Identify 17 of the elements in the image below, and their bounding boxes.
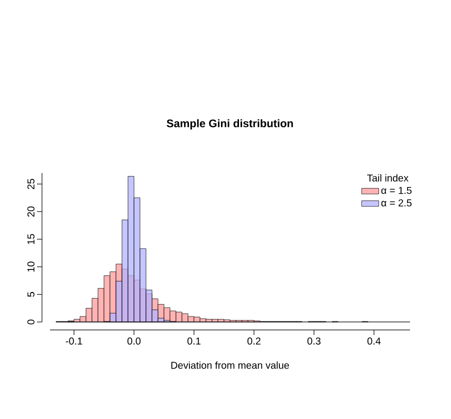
chart-title: Sample Gini distribution: [166, 119, 293, 130]
x-tick-label: 0.1: [187, 338, 200, 345]
x-tick-label: 0.4: [367, 338, 381, 345]
legend-label: α = 2.5: [381, 199, 412, 206]
x-tick-label: 0.0: [127, 338, 141, 345]
x-tick-label: 0.3: [307, 338, 321, 345]
y-tick-label: 0: [27, 320, 34, 324]
y-tick-label: 25: [27, 178, 34, 190]
x-axis-title: Deviation from mean value: [171, 361, 289, 369]
legend-label: α = 1.5: [381, 186, 412, 194]
legend-title: Tail index: [367, 174, 408, 182]
y-tick-label: 15: [27, 234, 34, 244]
y-tick-label: 20: [27, 206, 34, 217]
x-tick-label: -0.1: [66, 338, 82, 345]
x-tick-label: 0.2: [247, 338, 260, 345]
y-tick-label: 10: [27, 262, 34, 272]
y-tick-label: 5: [27, 292, 34, 297]
